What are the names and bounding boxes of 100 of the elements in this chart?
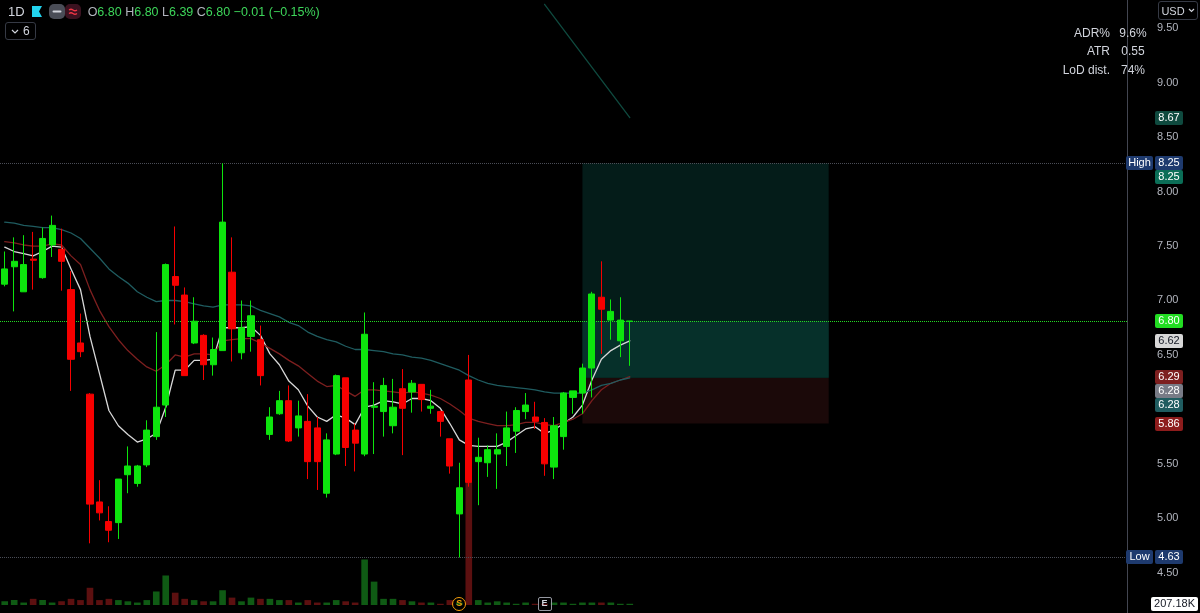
candlestick [295,400,302,438]
candlestick [522,392,529,420]
candlestick [361,311,368,457]
bar [257,598,264,605]
candlestick [371,381,378,455]
annotation: ATR [1085,43,1110,61]
annotation: 9.6% [1118,25,1148,42]
candlestick [181,286,188,377]
candlestick [285,384,292,443]
text: 6.28 [1155,398,1183,412]
candlestick [541,417,548,477]
candlestick [569,390,577,415]
candlestick [257,325,264,386]
candlestick [210,337,217,377]
candlestick [162,262,169,418]
bar [332,600,340,605]
candlestick [20,234,27,293]
bar [380,598,387,605]
bar [10,600,18,605]
candlestick [304,393,311,480]
annotation: ADR% [1073,25,1110,42]
bar [39,600,46,605]
annotation: 6 [23,24,30,38]
candlestick [352,423,359,472]
candlestick [418,383,425,413]
bar [58,601,65,605]
bar [77,600,84,605]
text: 8.25 [1155,156,1183,170]
y-tick-label: 9.00 [1157,75,1179,88]
candlestick [30,231,37,291]
y-tick-label: 4.50 [1157,565,1179,578]
currency-button: USD [1158,1,1198,20]
candlestick [475,437,482,506]
candlestick [1,251,8,287]
text: 6.29 [1155,370,1183,384]
bar [200,601,207,605]
bar [238,601,245,605]
candlestick [153,331,160,441]
bar [408,601,416,605]
candlestick [456,462,463,558]
annotation: 0.55 [1120,43,1146,61]
candlestick [617,296,624,358]
candlestick [607,298,614,341]
text: 6.62 [1155,334,1183,348]
y-tick-label: 9.50 [1157,21,1179,34]
candlestick [550,416,558,480]
annotation: LoD dist. [1061,61,1110,79]
text: 5.86 [1155,417,1183,431]
candlestick [67,270,75,392]
candlestick [446,438,453,475]
bar [493,601,501,605]
candlestick [115,478,122,540]
candlestick [598,260,605,355]
bar [304,600,312,605]
candlestick [333,374,340,456]
text: 4.63 [1155,550,1183,564]
candlestick [380,377,387,438]
text: 8.67 [1155,111,1183,125]
bar [465,482,473,605]
candlestick [143,419,150,468]
candlestick [276,390,283,416]
square-badge: E [537,597,552,611]
line-series [4,221,631,394]
candlestick [314,416,321,491]
bar [162,575,170,605]
candlestick [579,363,586,415]
candlestick [560,391,567,451]
bar [181,598,188,605]
candlestick [238,300,245,360]
bar [171,592,179,605]
bar [143,600,151,605]
bar [1,601,9,605]
candlestick [626,320,633,367]
candlestick [172,225,179,325]
y-tick-label: 8.50 [1157,130,1179,143]
bar [399,600,406,605]
candlestick [427,389,434,415]
annotation: E [541,598,548,608]
collapse-button: 6 [5,22,36,40]
candlestick [200,333,207,381]
candlestick [389,378,397,434]
candlestick [134,464,141,488]
bar [276,600,283,605]
candlestick [342,377,349,467]
candlestick [39,227,46,280]
candlestick [532,401,539,430]
y-tick-label: 5.50 [1157,456,1179,469]
bar [209,601,217,605]
candlestick [484,444,491,478]
y-tick-label: 7.50 [1157,238,1179,251]
ref-line-label: High [1126,156,1153,170]
candlestick [86,392,94,544]
text: 8.25 [1155,170,1183,184]
candlestick [588,291,595,398]
candlestick [191,296,198,345]
text: 207.18K [1151,597,1198,611]
candlestick [513,406,520,454]
bar [474,600,482,605]
candlestick [323,432,330,499]
candlestick [247,300,255,353]
